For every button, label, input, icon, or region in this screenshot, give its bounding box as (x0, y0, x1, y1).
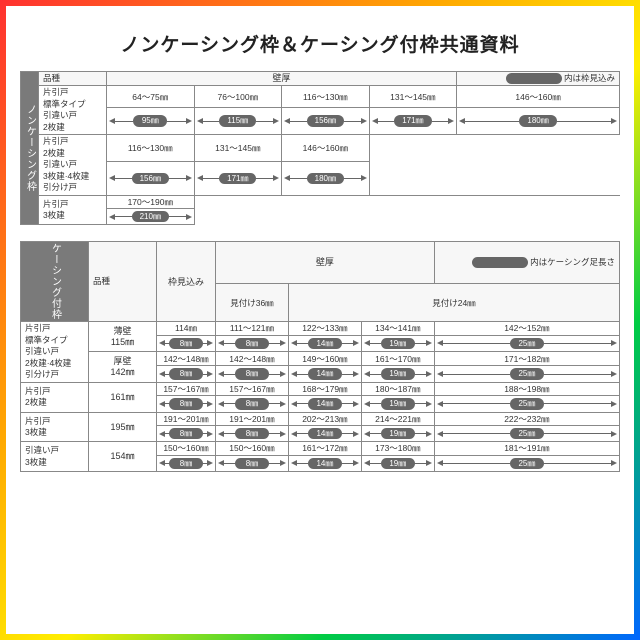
table-row: 引違い戸 3枚建154㎜150～160㎜150～160㎜161～172㎜173～… (21, 442, 620, 455)
t1-g0-cat: 片引戸 標準タイプ 引違い戸 2枚建 (39, 86, 107, 135)
page-container: ノンケーシング枠＆ケーシング付枠共通資料 ノンケーシング枠 品種 壁厚 内は枠見… (6, 6, 634, 634)
col-kind: 品種 (39, 72, 107, 86)
table1-vlabel: ノンケーシング枠 (21, 72, 39, 225)
col-wall: 壁厚 (107, 72, 457, 86)
table-row: 厚壁 142㎜142～148㎜142～148㎜149～160㎜161～170㎜1… (21, 352, 620, 366)
t2-cat: 片引戸 2枚建 (21, 382, 89, 412)
t1-g2-ranges: 片引戸 3枚建 170～190㎜ (21, 195, 620, 208)
frame-cell: 195㎜ (89, 412, 157, 442)
t2-cat: 片引戸 標準タイプ 引違い戸 2枚建·4枚建 引分け戸 (21, 322, 89, 382)
t1-g0-ranges: 片引戸 標準タイプ 引違い戸 2枚建 64～75㎜ 76～100㎜ 116～13… (21, 86, 620, 108)
frame-cell: 厚壁 142㎜ (89, 352, 157, 383)
table-row: 片引戸 2枚建161㎜157～167㎜157～167㎜168～179㎜180～1… (21, 382, 620, 395)
pill-icon (506, 73, 562, 84)
frame-cell: 161㎜ (89, 382, 157, 412)
table1-header-row: ノンケーシング枠 品種 壁厚 内は枠見込み (21, 72, 620, 86)
table2-vlabel: ケーシング付枠 (21, 242, 89, 322)
table-row: 片引戸 標準タイプ 引違い戸 2枚建·4枚建 引分け戸薄壁 115㎜114㎜11… (21, 322, 620, 335)
t1-g2-cat: 片引戸 3枚建 (39, 195, 107, 225)
table-keying: ケーシング付枠 品種 枠見込み 壁厚 内はケーシング足長さ 見付け36㎜ 見付け… (20, 241, 620, 472)
frame-cell: 154㎜ (89, 442, 157, 472)
t1-g1-ranges: 片引戸 2枚建 引違い戸 3枚建·4枚建 引分け戸 116～130㎜ 131～1… (21, 135, 620, 162)
col-note: 内は枠見込み (457, 72, 620, 86)
page-title: ノンケーシング枠＆ケーシング付枠共通資料 (20, 30, 620, 57)
pill-icon (472, 257, 528, 268)
t2-cat: 引違い戸 3枚建 (21, 442, 89, 472)
table-row: 片引戸 3枚建195㎜191～201㎜191～201㎜202～213㎜214～2… (21, 412, 620, 425)
frame-cell: 薄壁 115㎜ (89, 322, 157, 352)
t2-cat: 片引戸 3枚建 (21, 412, 89, 442)
table-nonkeying: ノンケーシング枠 品種 壁厚 内は枠見込み 片引戸 標準タイプ 引違い戸 2枚建… (20, 71, 620, 225)
t2-header1: ケーシング付枠 品種 枠見込み 壁厚 内はケーシング足長さ (21, 242, 620, 284)
t1-g0-pills: 95㎜ 115㎜ 156㎜ 171㎜ 180㎜ (21, 108, 620, 135)
t1-g1-cat: 片引戸 2枚建 引違い戸 3枚建·4枚建 引分け戸 (39, 135, 107, 195)
